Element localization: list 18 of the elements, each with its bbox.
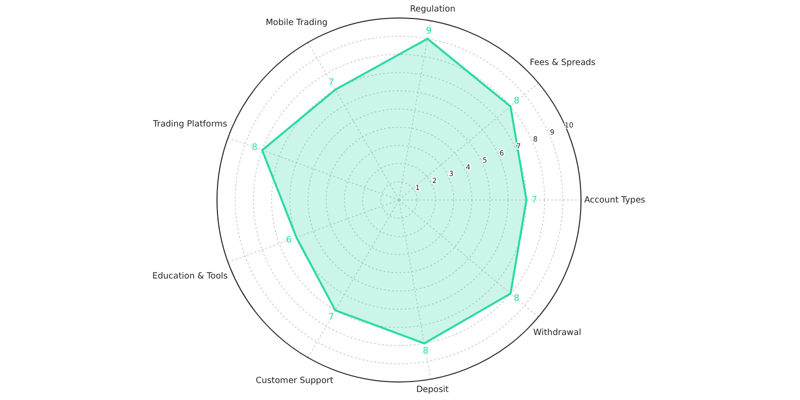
spoke-label: Fees & Spreads <box>530 58 596 68</box>
spoke-label: Deposit <box>416 385 450 396</box>
spoke-label: Account Types <box>584 195 646 206</box>
spoke-label: Mobile Trading <box>266 18 328 28</box>
spoke-label: Customer Support <box>256 376 334 386</box>
data-label: 6 <box>286 236 292 246</box>
data-label: 7 <box>532 195 538 206</box>
data-label: 8 <box>514 96 520 107</box>
data-label: 8 <box>422 346 429 357</box>
spoke-label: Trading Platforms <box>152 119 228 130</box>
data-label: 8 <box>252 142 258 153</box>
spoke-label: Regulation <box>410 4 456 14</box>
data-label: 7 <box>328 312 334 323</box>
data-label: 8 <box>514 294 520 304</box>
data-label: 7 <box>328 78 334 88</box>
spoke-label: Withdrawal <box>533 328 582 338</box>
data-label: 9 <box>426 26 432 36</box>
spoke-label: Education & Tools <box>152 271 228 282</box>
